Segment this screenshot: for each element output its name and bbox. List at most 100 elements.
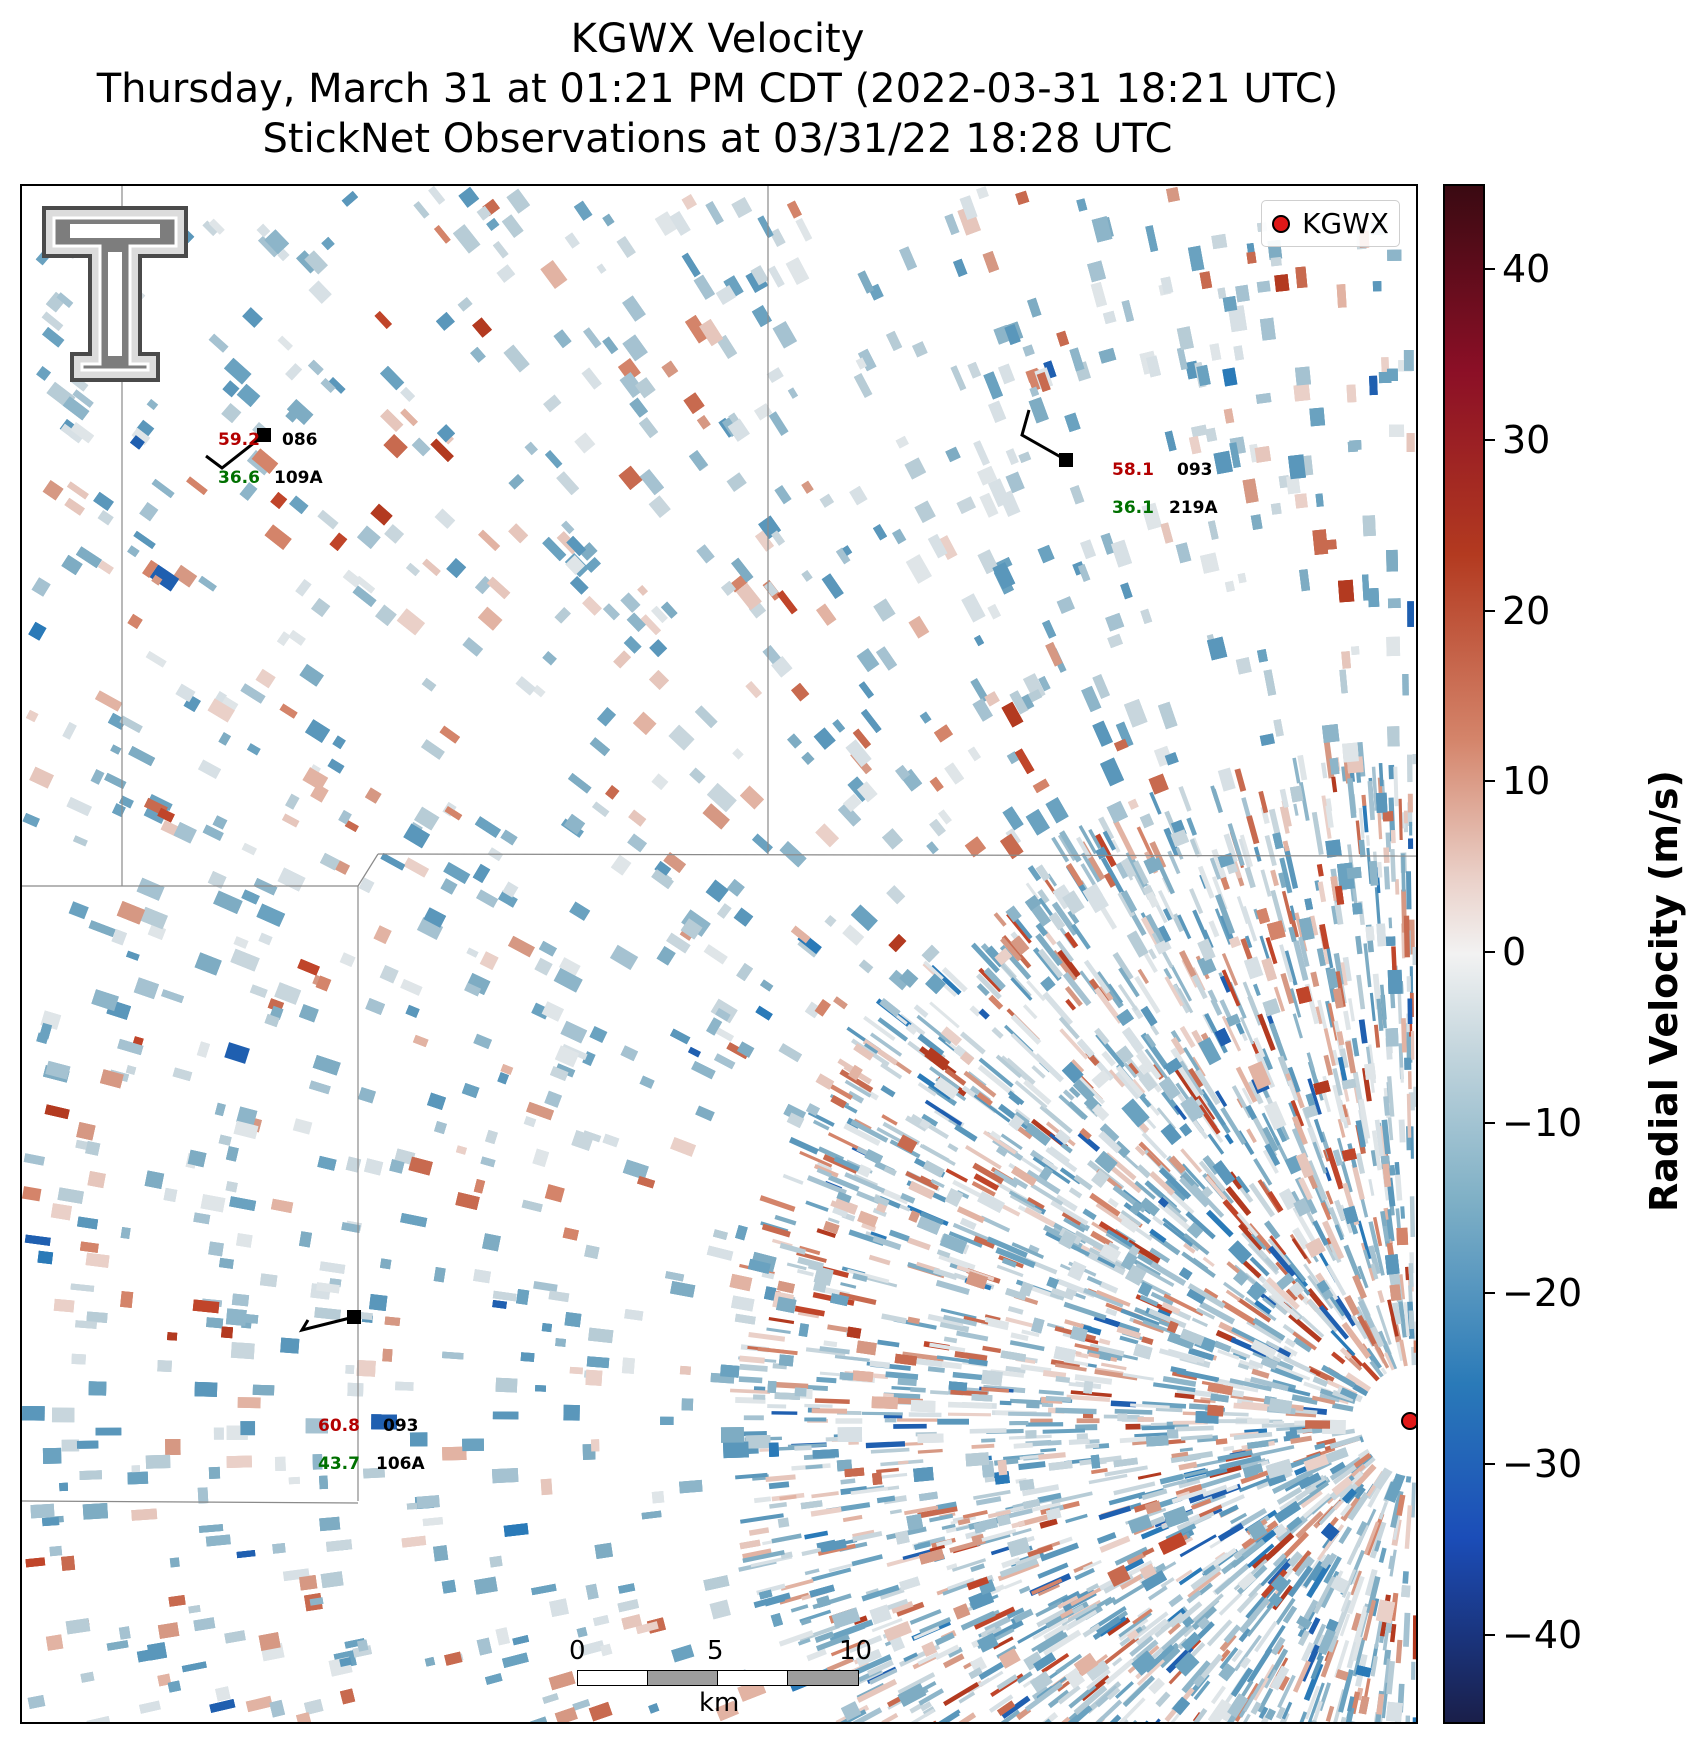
velocity-gate xyxy=(1037,544,1055,564)
velocity-gate xyxy=(1141,1488,1168,1501)
velocity-gate xyxy=(978,967,1003,993)
velocity-gate xyxy=(596,263,607,274)
velocity-gate xyxy=(1238,1477,1270,1493)
velocity-gate xyxy=(173,564,198,588)
velocity-gate xyxy=(1156,1107,1176,1130)
velocity-gate xyxy=(1178,1477,1201,1489)
velocity-gate xyxy=(1239,834,1254,868)
velocity-gate xyxy=(929,1001,960,1029)
velocity-gate xyxy=(768,411,789,436)
velocity-gate xyxy=(1119,1335,1139,1345)
velocity-gate xyxy=(30,1503,55,1519)
velocity-gate xyxy=(891,1601,914,1614)
velocity-gate xyxy=(1170,1029,1182,1044)
velocity-gate xyxy=(921,1144,950,1162)
velocity-gate xyxy=(1060,1142,1073,1154)
velocity-gate xyxy=(934,1644,960,1660)
velocity-gate xyxy=(1223,1445,1235,1452)
velocity-gate xyxy=(1103,872,1116,888)
velocity-gate xyxy=(23,1153,45,1166)
velocity-gate xyxy=(1291,1394,1318,1405)
velocity-gate xyxy=(1199,1301,1236,1325)
velocity-gate xyxy=(797,1637,811,1646)
velocity-gate xyxy=(1022,1004,1038,1020)
velocity-gate xyxy=(1175,1425,1214,1432)
velocity-gate xyxy=(891,528,907,545)
velocity-gate xyxy=(753,1496,772,1504)
velocity-gate xyxy=(1206,1209,1234,1238)
velocity-gate xyxy=(1253,1158,1273,1186)
velocity-gate xyxy=(1167,1622,1181,1635)
velocity-gate xyxy=(1148,948,1157,960)
velocity-gate xyxy=(1165,1523,1197,1542)
velocity-gate xyxy=(1361,794,1367,807)
velocity-gate xyxy=(1277,1674,1296,1709)
velocity-gate xyxy=(814,1398,850,1404)
velocity-gate xyxy=(865,1441,906,1449)
velocity-gate xyxy=(881,1114,898,1126)
velocity-gate xyxy=(976,983,990,997)
velocity-field xyxy=(22,186,1416,1722)
velocity-gate xyxy=(907,1316,921,1325)
velocity-gate xyxy=(1000,1133,1023,1151)
velocity-gate xyxy=(1232,1539,1257,1560)
velocity-gate xyxy=(125,1065,137,1075)
velocity-gate xyxy=(1374,887,1381,926)
velocity-gate xyxy=(563,1404,580,1421)
velocity-gate xyxy=(798,1245,821,1256)
velocity-gate xyxy=(1091,1467,1108,1475)
velocity-gate xyxy=(1373,1241,1385,1276)
velocity-gate xyxy=(1405,1715,1411,1722)
velocity-gate xyxy=(978,1661,1004,1681)
velocity-gate xyxy=(379,1258,392,1270)
velocity-gate xyxy=(871,1617,903,1633)
velocity-gate xyxy=(1230,1394,1268,1403)
velocity-gate xyxy=(370,503,393,526)
velocity-gate xyxy=(1214,908,1232,945)
velocity-gate xyxy=(806,1648,827,1662)
velocity-gate xyxy=(1403,350,1414,371)
velocity-gate xyxy=(830,1095,847,1109)
velocity-gate xyxy=(560,1020,588,1044)
velocity-gate xyxy=(280,1337,300,1354)
velocity-gate xyxy=(1258,790,1269,814)
velocity-gate xyxy=(1232,1350,1248,1361)
velocity-gate xyxy=(613,650,632,669)
velocity-gate xyxy=(1104,1596,1117,1607)
velocity-gate xyxy=(971,1533,985,1543)
velocity-gate xyxy=(1378,762,1384,787)
velocity-gate xyxy=(774,1214,797,1226)
velocity-gate xyxy=(1098,1338,1111,1346)
velocity-gate xyxy=(1264,834,1277,867)
velocity-gate xyxy=(705,201,724,225)
velocity-gate xyxy=(533,1281,558,1293)
velocity-gate xyxy=(1326,947,1334,969)
velocity-gate xyxy=(1207,989,1218,1004)
velocity-gate xyxy=(1065,863,1084,887)
velocity-gate xyxy=(1150,1291,1174,1306)
velocity-gate xyxy=(880,1062,903,1080)
velocity-gate xyxy=(768,1442,779,1457)
velocity-gate xyxy=(726,472,747,492)
velocity-gate xyxy=(1165,1645,1194,1674)
velocity-gate xyxy=(193,1617,216,1632)
velocity-gate xyxy=(738,1376,763,1384)
velocity-gate xyxy=(1404,1057,1412,1070)
velocity-gate xyxy=(1351,1163,1365,1200)
velocity-gate xyxy=(1028,1244,1040,1254)
velocity-gate xyxy=(1356,974,1366,1010)
velocity-gate xyxy=(1114,1408,1153,1415)
velocity-gate xyxy=(1396,1494,1406,1517)
velocity-gate xyxy=(956,496,976,515)
velocity-gate xyxy=(1147,1585,1168,1601)
velocity-gate xyxy=(1316,863,1324,877)
velocity-gate xyxy=(1098,816,1115,841)
velocity-gate xyxy=(909,1609,942,1625)
velocity-gate xyxy=(1410,1482,1416,1518)
velocity-gate xyxy=(549,1598,569,1618)
figure-title: KGWX Velocity Thursday, March 31 at 01:2… xyxy=(0,14,1435,164)
velocity-gate xyxy=(754,403,773,421)
velocity-gate xyxy=(853,1118,872,1131)
velocity-gate xyxy=(1282,1345,1298,1357)
velocity-gate xyxy=(1371,766,1379,811)
